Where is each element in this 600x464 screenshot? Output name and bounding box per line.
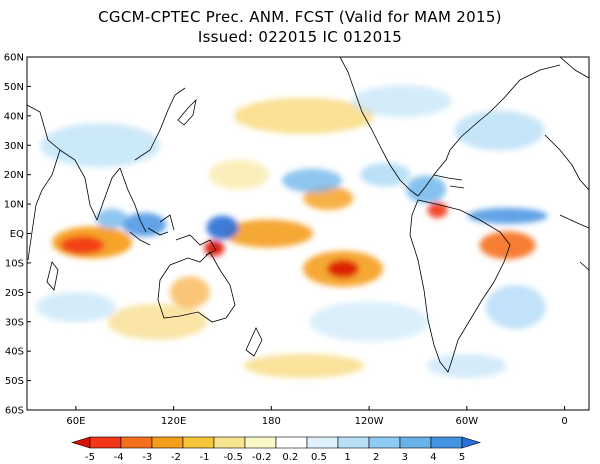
colorbar-arrow-right: [461, 436, 482, 449]
lat-label: 30S: [5, 317, 24, 328]
colorbar-segment: [306, 436, 339, 449]
wet-anomaly: [282, 168, 343, 193]
lat-label: 40S: [5, 347, 24, 358]
colorbar-label: -0.2: [252, 452, 272, 463]
latitude-labels: 60N 50N 40N 30N 20N 10N EQ 10S 20S 30S 40S 50S 60S: [4, 53, 31, 417]
west-africa-coastline: [559, 214, 589, 271]
colorbar-segment: [89, 436, 122, 449]
atlantic-east-coastline: [544, 57, 589, 191]
lon-label: 120W: [355, 416, 384, 427]
lat-label: 60N: [4, 53, 24, 64]
japan-coastline: [177, 98, 197, 126]
wet-anomaly: [206, 215, 239, 240]
dry-anomaly: [169, 276, 210, 309]
colorbar-labels: -5 -4 -3 -2 -1 -0.5 -0.2 0.2 0.5 1 2 3 4 5: [85, 452, 465, 463]
wet-anomaly: [351, 85, 452, 118]
india-coastline: [59, 149, 121, 222]
dry-anomaly: [204, 240, 225, 257]
map-subtitle: Issued: 022015 IC 012015: [197, 28, 403, 46]
wet-anomaly: [454, 110, 545, 151]
colorbar-segment: [399, 436, 432, 449]
lat-label: 50N: [4, 82, 24, 93]
lon-label: 0: [561, 416, 567, 427]
colorbar-label: -0.5: [223, 452, 243, 463]
colorbar-segment: [368, 436, 401, 449]
colorbar-segment: [275, 436, 308, 449]
wet-anomaly: [485, 285, 546, 330]
south-america-coastline: [409, 199, 511, 373]
lat-label: 50S: [5, 376, 24, 387]
colorbar-label: 5: [459, 452, 465, 463]
lon-label: 60E: [66, 416, 85, 427]
longitude-labels: 60E 120E 180 120W 60W 0: [66, 406, 568, 427]
map-title: CGCM-CPTEC Prec. ANM. FCST (Valid for MA…: [98, 8, 502, 26]
lon-label: 180: [262, 416, 281, 427]
north-america-west-coastline: [339, 57, 419, 197]
colorbar-segment: [337, 436, 370, 449]
colorbar-segment: [151, 436, 184, 449]
lon-label: 120E: [161, 416, 186, 427]
colorbar-segment: [244, 436, 277, 449]
colorbar-arrow-left: [70, 436, 91, 449]
australia-coastline: [157, 251, 236, 323]
dry-anomaly: [208, 159, 269, 190]
lat-label: 20S: [5, 288, 24, 299]
lat-label: 60S: [5, 406, 24, 417]
dry-anomaly: [107, 303, 208, 340]
wet-anomaly: [35, 292, 116, 323]
colorbar-label: -1: [199, 452, 209, 463]
lat-label: 10N: [4, 200, 24, 211]
wet-anomaly: [360, 162, 411, 187]
colorbar-label: 2: [373, 452, 379, 463]
madagascar-coastline: [46, 261, 59, 291]
africa-coastline: [27, 104, 61, 261]
caribbean-coastline: [433, 174, 465, 189]
asia-coastline: [119, 87, 186, 233]
coastlines: [27, 57, 589, 373]
lon-label: 60W: [456, 416, 479, 427]
colorbar-segment: [182, 436, 215, 449]
wet-anomaly: [309, 301, 430, 342]
colorbar-label: -2: [171, 452, 181, 463]
colorbar-label: 0.5: [311, 452, 327, 463]
dry-anomaly: [60, 236, 105, 255]
colorbar-label: -3: [142, 452, 152, 463]
lat-label: 20N: [4, 170, 24, 181]
colorbar-segment: [213, 436, 246, 449]
colorbar-segment: [120, 436, 153, 449]
colorbar-label: -4: [114, 452, 124, 463]
colorbar-segment: [430, 436, 463, 449]
dry-anomaly: [243, 353, 364, 378]
wet-anomaly: [467, 207, 548, 224]
lat-label: 10S: [5, 258, 24, 269]
colorbar-label: 4: [430, 452, 436, 463]
dry-anomaly: [223, 219, 314, 248]
new-zealand-coastline: [245, 327, 263, 357]
wet-anomaly: [426, 353, 507, 378]
lat-label: 40N: [4, 111, 24, 122]
dry-anomaly: [479, 231, 536, 260]
indonesia-coastline: [129, 214, 217, 256]
lat-label: 30N: [4, 141, 24, 152]
colorbar: [70, 436, 482, 449]
colorbar-label: 1: [344, 452, 350, 463]
north-america-east-coastline: [417, 64, 561, 197]
wet-anomaly: [95, 208, 128, 229]
wet-anomaly: [122, 212, 167, 237]
colorbar-label: 3: [402, 452, 408, 463]
dry-anomaly: [327, 259, 360, 278]
colorbar-label: 0.2: [282, 452, 298, 463]
lat-label: EQ: [10, 229, 24, 240]
wet-anomaly: [406, 175, 447, 204]
precipitation-field: [27, 57, 589, 410]
colorbar-label: -5: [85, 452, 95, 463]
wet-anomaly: [40, 123, 161, 168]
dry-anomaly: [233, 97, 374, 134]
